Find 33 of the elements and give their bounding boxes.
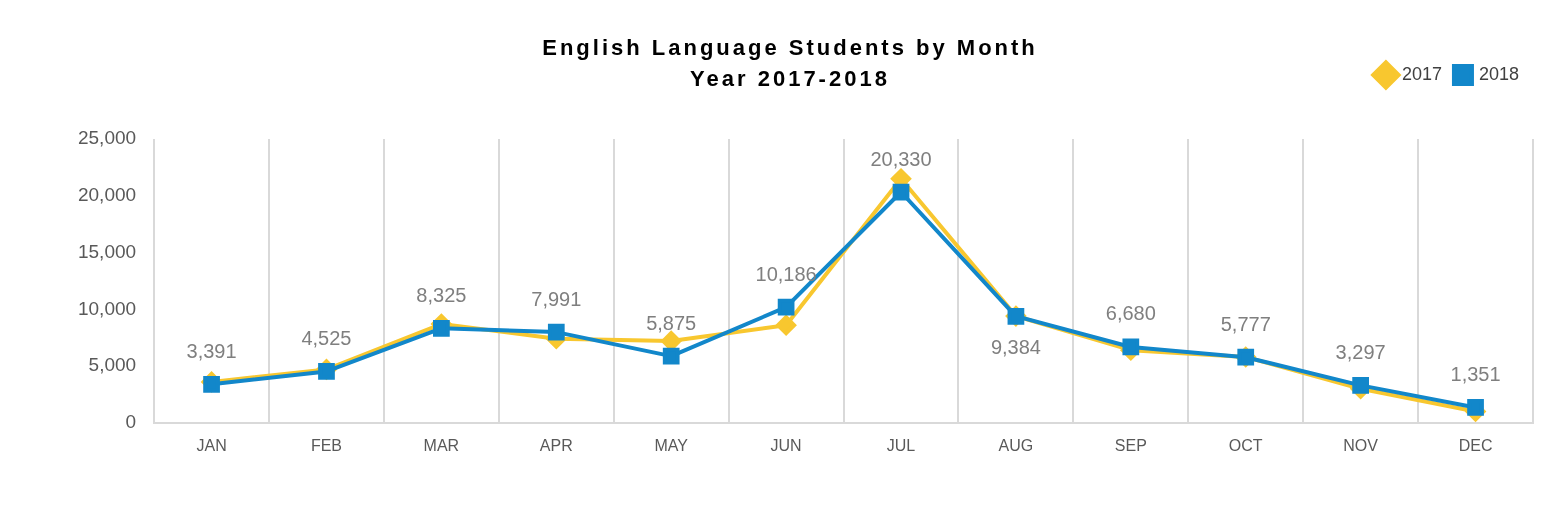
y-tick-label: 20,000 (77, 183, 137, 205)
x-tick-label: JUL (886, 436, 916, 454)
data-label: 4,525 (301, 326, 352, 349)
x-tick-label: AUG (998, 436, 1034, 454)
data-label: 5,777 (1220, 312, 1271, 335)
x-tick-label: JAN (196, 436, 227, 454)
y-tick-label: 25,000 (77, 127, 137, 149)
x-tick-label: OCT (1228, 436, 1263, 454)
data-label: 3,297 (1335, 340, 1386, 363)
data-label: 5,875 (646, 311, 697, 334)
data-label: 1,351 (1450, 362, 1501, 385)
data-label: 6,680 (1105, 302, 1156, 325)
y-tick-label: 15,000 (77, 240, 137, 262)
data-label: 8,325 (416, 283, 467, 306)
chart-title: English Language Students by Month Year 2017-2018 (541, 34, 1039, 93)
data-label: 9,384 (990, 335, 1041, 358)
legend-label: 2018 (1478, 63, 1519, 84)
y-tick-label: 10,000 (77, 297, 137, 319)
data-label: 20,330 (870, 147, 932, 170)
x-tick-label: DEC (1458, 436, 1493, 454)
x-tick-label: NOV (1343, 436, 1379, 454)
x-tick-label: JUN (770, 436, 802, 454)
data-label: 3,391 (186, 339, 237, 362)
x-tick-label: SEP (1114, 436, 1147, 454)
data-label: 10,186 (755, 262, 817, 285)
x-tick-label: MAY (654, 436, 689, 454)
data-label: 7,991 (531, 287, 582, 310)
y-tick-label: 0 (125, 411, 137, 433)
x-tick-label: APR (539, 436, 573, 454)
y-tick-label: 5,000 (88, 354, 137, 376)
legend-label: 2017 (1401, 63, 1442, 84)
x-tick-label: MAR (423, 436, 460, 454)
x-tick-label: FEB (310, 436, 343, 454)
